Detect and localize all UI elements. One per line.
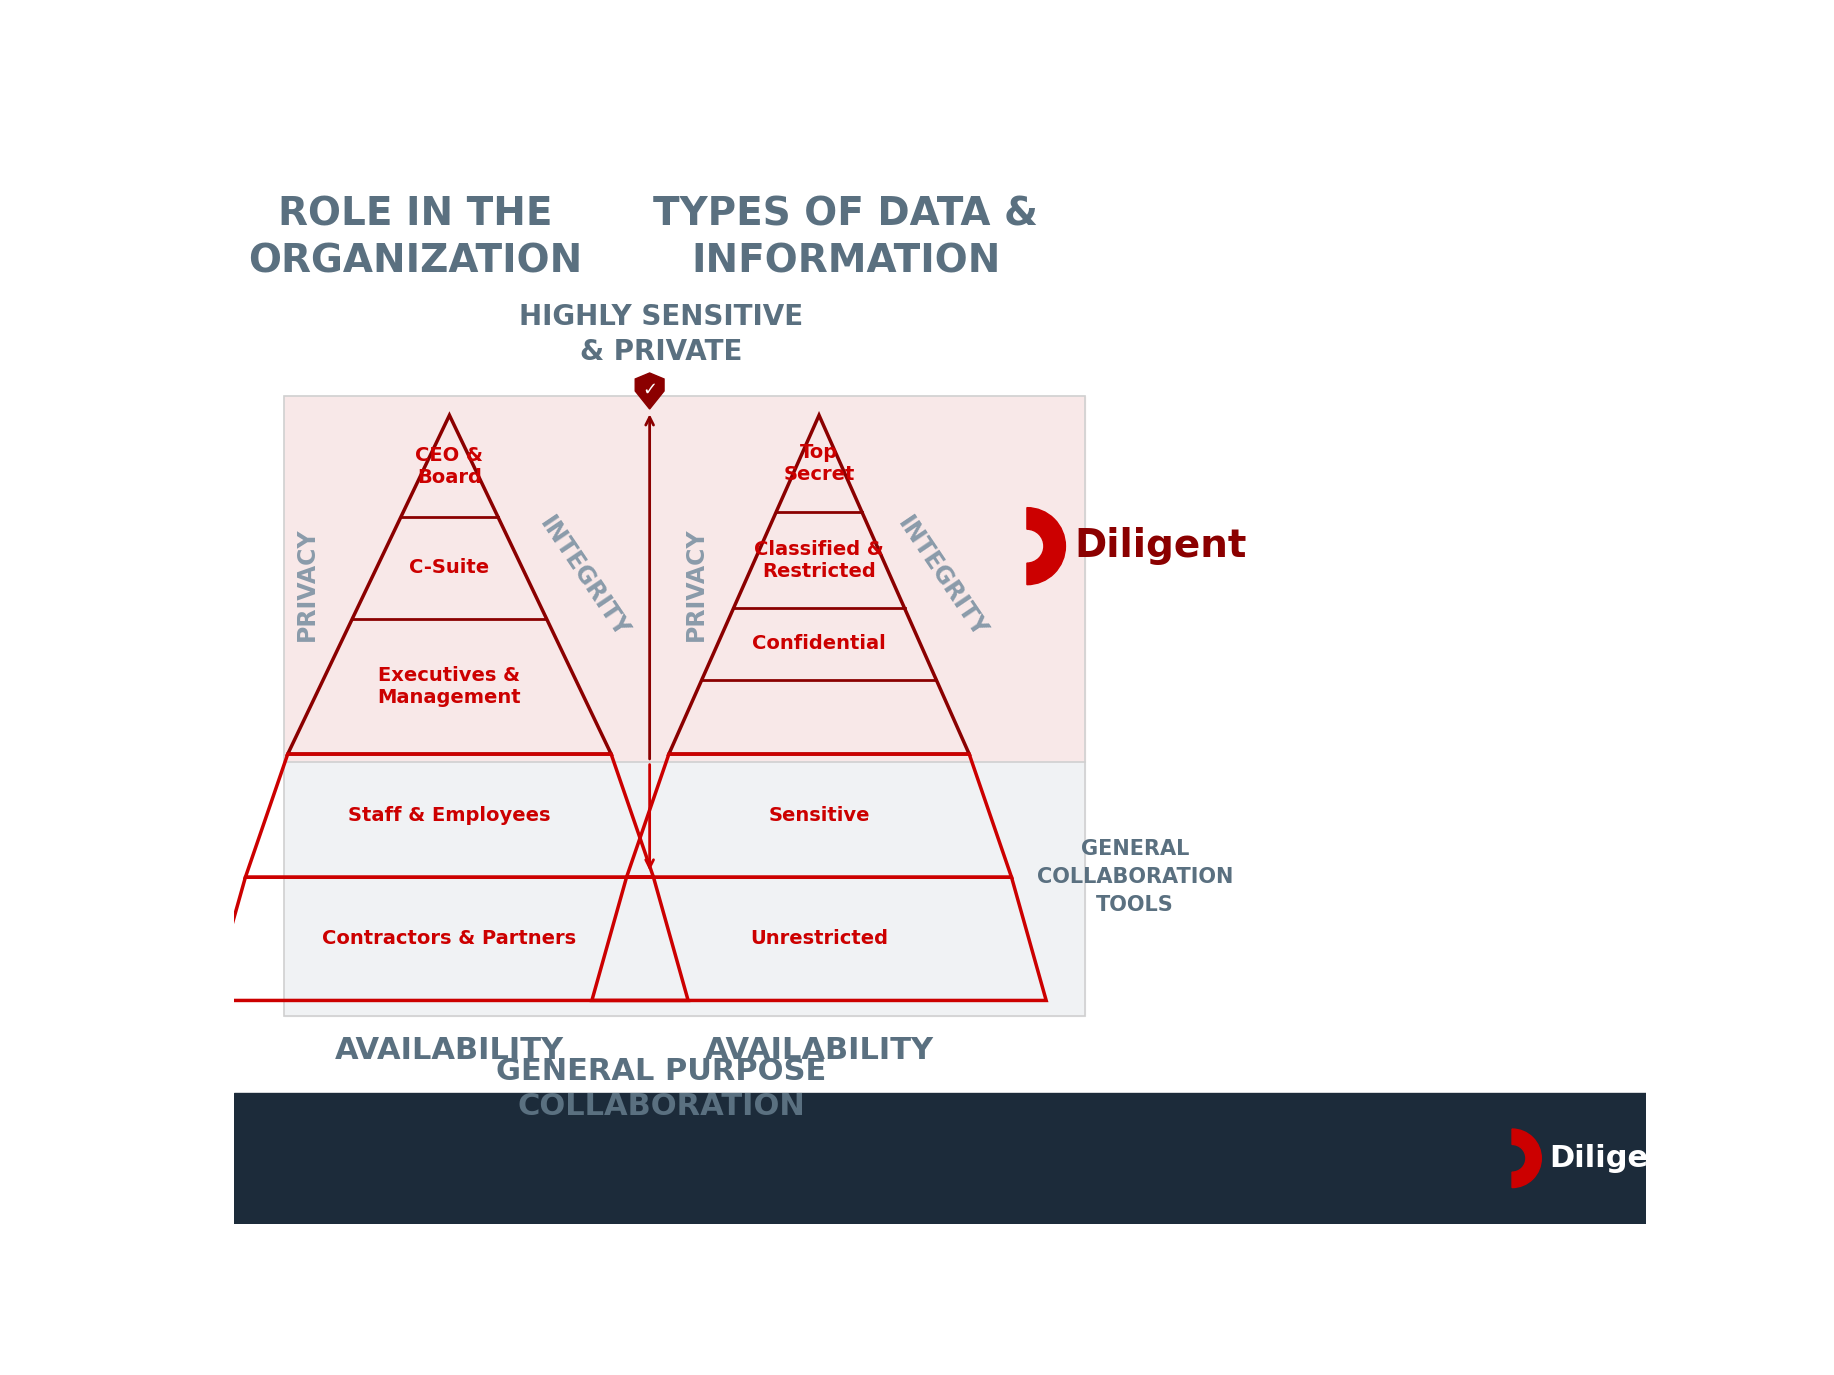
Text: C-Suite: C-Suite [409, 558, 490, 577]
Text: Classified &
Restricted: Classified & Restricted [754, 539, 884, 580]
Text: PRIVACY: PRIVACY [295, 528, 319, 642]
Text: INTEGRITY: INTEGRITY [536, 512, 633, 642]
Text: Unrestricted: Unrestricted [750, 930, 888, 949]
Wedge shape [1027, 507, 1066, 584]
Text: AVAILABILITY: AVAILABILITY [704, 1035, 934, 1066]
Text: ✓: ✓ [642, 381, 657, 399]
Text: GENERAL
COLLABORATION
TOOLS: GENERAL COLLABORATION TOOLS [1036, 839, 1232, 916]
Wedge shape [1511, 1129, 1541, 1188]
Text: GENERAL PURPOSE
COLLABORATION: GENERAL PURPOSE COLLABORATION [495, 1056, 827, 1122]
Text: HIGHLY SENSITIVE
& PRIVATE: HIGHLY SENSITIVE & PRIVATE [519, 302, 803, 366]
Text: Top
Secret: Top Secret [783, 443, 855, 484]
Bar [233, 1093, 1647, 1224]
Text: Executives &
Management: Executives & Management [378, 666, 521, 707]
Text: Diligent: Diligent [1550, 1144, 1684, 1173]
Text: AVAILABILITY: AVAILABILITY [336, 1035, 563, 1066]
Text: CEO &
Board: CEO & Board [416, 446, 484, 487]
Bar [284, 396, 1084, 762]
Bar [284, 762, 1084, 1016]
Text: TYPES OF DATA &
INFORMATION: TYPES OF DATA & INFORMATION [653, 195, 1038, 280]
Text: ROLE IN THE
ORGANIZATION: ROLE IN THE ORGANIZATION [248, 195, 581, 280]
Text: INTEGRITY: INTEGRITY [893, 512, 992, 642]
Polygon shape [635, 373, 664, 408]
Text: Contractors & Partners: Contractors & Partners [323, 930, 576, 949]
Bar [284, 396, 1084, 1016]
Text: Staff & Employees: Staff & Employees [348, 806, 550, 825]
Text: PRIVACY: PRIVACY [684, 528, 708, 642]
Text: Diligent: Diligent [1075, 527, 1247, 565]
Text: Confidential: Confidential [752, 634, 886, 653]
Text: Sensitive: Sensitive [768, 806, 869, 825]
